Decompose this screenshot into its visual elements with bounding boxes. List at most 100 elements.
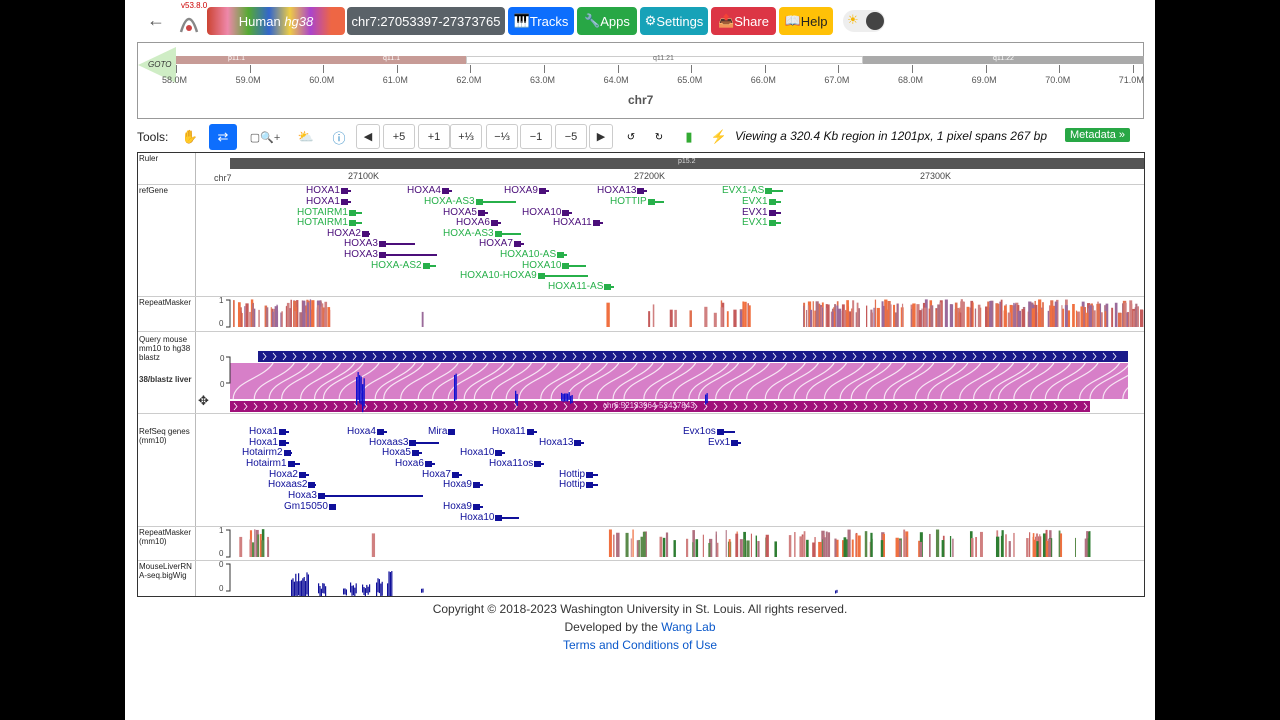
gene-name: HOXA3	[344, 249, 378, 260]
zoom-select-tool[interactable]: ▢🔍+	[249, 131, 281, 144]
genome-alignment-plot[interactable]	[138, 343, 1145, 418]
wang-lab-link[interactable]: Wang Lab	[661, 620, 716, 634]
repeat-element	[1127, 311, 1129, 327]
gene[interactable]: Hoxa11	[492, 426, 537, 437]
help-button[interactable]: 📖 Help	[779, 7, 833, 35]
gene[interactable]: HOTTIP	[610, 196, 664, 207]
gene[interactable]: Hoxa2	[269, 469, 309, 480]
gene[interactable]: Hoxa10	[460, 512, 520, 523]
drag-hand-tool[interactable]: ✋	[181, 129, 199, 144]
gene[interactable]: HOXA9	[504, 185, 549, 196]
settings-button[interactable]: ⚙ Settings	[640, 7, 708, 35]
gene[interactable]: Hotairm1	[246, 458, 300, 469]
theme-toggle[interactable]: ☀	[843, 10, 885, 32]
info-tool[interactable]: ⓘ	[332, 130, 346, 146]
gene[interactable]: Hottip	[559, 479, 599, 490]
genome-button[interactable]: Human hg38	[207, 7, 345, 35]
gene-name: Hoxa1	[249, 426, 278, 437]
gene[interactable]: HOTAIRM1	[297, 217, 362, 228]
back-arrow-icon[interactable]: ←	[147, 10, 165, 30]
gene[interactable]: HOXA5	[443, 207, 488, 218]
gene[interactable]: HOXA11	[553, 217, 603, 228]
chromosome-ideogram[interactable]: p11.1 q11.1 q11.21 q11.22 GOTO 58.0M 59.0…	[137, 42, 1144, 119]
gene[interactable]: HOXA7	[479, 238, 524, 249]
gene[interactable]: Hoxa1	[249, 437, 289, 448]
gene[interactable]: HOXA11-AS	[548, 281, 615, 292]
alignment-curve	[715, 362, 757, 400]
app-logo[interactable]: v53.8.0	[175, 1, 207, 34]
reorder-tool[interactable]: ⇄	[209, 124, 237, 150]
gene[interactable]: Hoxa4	[347, 426, 387, 437]
gene[interactable]: HOXA1	[306, 196, 351, 207]
strand-chevron	[982, 352, 987, 361]
locus-button[interactable]: chr7:27053397-27373765	[347, 7, 505, 35]
book-icon[interactable]: ▮	[685, 129, 693, 144]
apps-button[interactable]: 🔧 Apps	[577, 7, 637, 35]
lightning-icon[interactable]: ⚡	[710, 129, 728, 144]
gene-name: HOTTIP	[610, 196, 647, 207]
gene[interactable]: Hottip	[559, 469, 599, 480]
gene[interactable]: Hoxa5	[382, 447, 422, 458]
gene[interactable]: Evx1	[708, 437, 742, 448]
gene[interactable]: HOTAIRM1	[297, 207, 362, 218]
zoom-button[interactable]: −5	[555, 124, 587, 149]
zoom-button[interactable]: −⅓	[486, 124, 518, 149]
gene[interactable]: HOXA4	[407, 185, 452, 196]
zoom-button[interactable]: +5	[383, 124, 415, 149]
gene[interactable]: Hoxaas2	[268, 479, 317, 490]
gene[interactable]: EVX1	[742, 196, 781, 207]
repeatmasker-mm10-plot[interactable]	[138, 527, 1145, 561]
gene[interactable]: HOXA13	[597, 185, 648, 196]
gene[interactable]: Hoxaas3	[369, 437, 440, 448]
pan-left-button[interactable]: ◀	[356, 124, 380, 149]
redo-icon[interactable]: ↻	[654, 131, 664, 143]
goto-label[interactable]: GOTO	[148, 60, 172, 69]
tracks-button[interactable]: 🎹 Tracks	[508, 7, 574, 35]
rnaseq-plot[interactable]	[138, 561, 1145, 597]
repeat-element	[708, 542, 711, 557]
gene[interactable]: Hoxa7	[422, 469, 462, 480]
gene[interactable]: HOXA10	[522, 207, 573, 218]
pan-right-button[interactable]: ▶	[589, 124, 613, 149]
zoom-button[interactable]: +1	[418, 124, 450, 149]
gene[interactable]: Hoxa9	[443, 501, 483, 512]
gene[interactable]: Hoxa6	[395, 458, 435, 469]
zoom-button[interactable]: +⅓	[450, 124, 482, 149]
gene[interactable]: EVX1	[742, 217, 781, 228]
gene[interactable]: HOXA2	[327, 228, 370, 239]
repeatmasker-plot[interactable]	[138, 297, 1145, 331]
gene[interactable]: Hoxa3	[288, 490, 423, 501]
gene[interactable]: HOXA3	[344, 249, 437, 260]
terms-link[interactable]: Terms and Conditions of Use	[562, 638, 718, 652]
zoom-button[interactable]: −1	[520, 124, 552, 149]
gene[interactable]: HOXA-AS3	[424, 196, 516, 207]
gene[interactable]: HOXA10-HOXA9	[460, 270, 588, 281]
gene[interactable]: Hoxa1	[249, 426, 289, 437]
gene[interactable]: HOXA10-AS	[500, 249, 568, 260]
gene[interactable]: Gm15050	[284, 501, 336, 512]
strand-chevron	[662, 352, 667, 361]
repeat-element	[966, 306, 970, 327]
metadata-button[interactable]: Metadata »	[1065, 128, 1131, 142]
alignment-curve	[596, 362, 638, 400]
highlight-tool[interactable]: ⛅	[297, 129, 315, 144]
gene[interactable]: EVX1	[742, 207, 781, 218]
gene[interactable]: HOXA3	[344, 238, 415, 249]
gene[interactable]: HOXA6	[456, 217, 501, 228]
gene[interactable]: Hotairm2	[242, 447, 292, 458]
track-container[interactable]: Ruler p15.2 chr7 27100K 27200K 27300K re…	[137, 152, 1145, 597]
gene[interactable]: HOXA1	[306, 185, 351, 196]
gene[interactable]: HOXA-AS3	[443, 228, 521, 239]
gene[interactable]: Hoxa13	[539, 437, 585, 448]
gene[interactable]: Hoxa11os	[489, 458, 545, 469]
gene[interactable]: Evx1os	[683, 426, 735, 437]
gene[interactable]: HOXA10	[522, 260, 587, 271]
gene[interactable]: Hoxa9	[443, 479, 483, 490]
undo-icon[interactable]: ↺	[626, 131, 636, 143]
share-button[interactable]: 📤 Share	[711, 7, 776, 35]
strand-chevron	[932, 352, 937, 361]
gene[interactable]: EVX1-AS	[722, 185, 784, 196]
gene[interactable]: Hoxa10	[460, 447, 506, 458]
gene[interactable]: HOXA-AS2	[371, 260, 436, 271]
gene[interactable]: Mira	[428, 426, 456, 437]
